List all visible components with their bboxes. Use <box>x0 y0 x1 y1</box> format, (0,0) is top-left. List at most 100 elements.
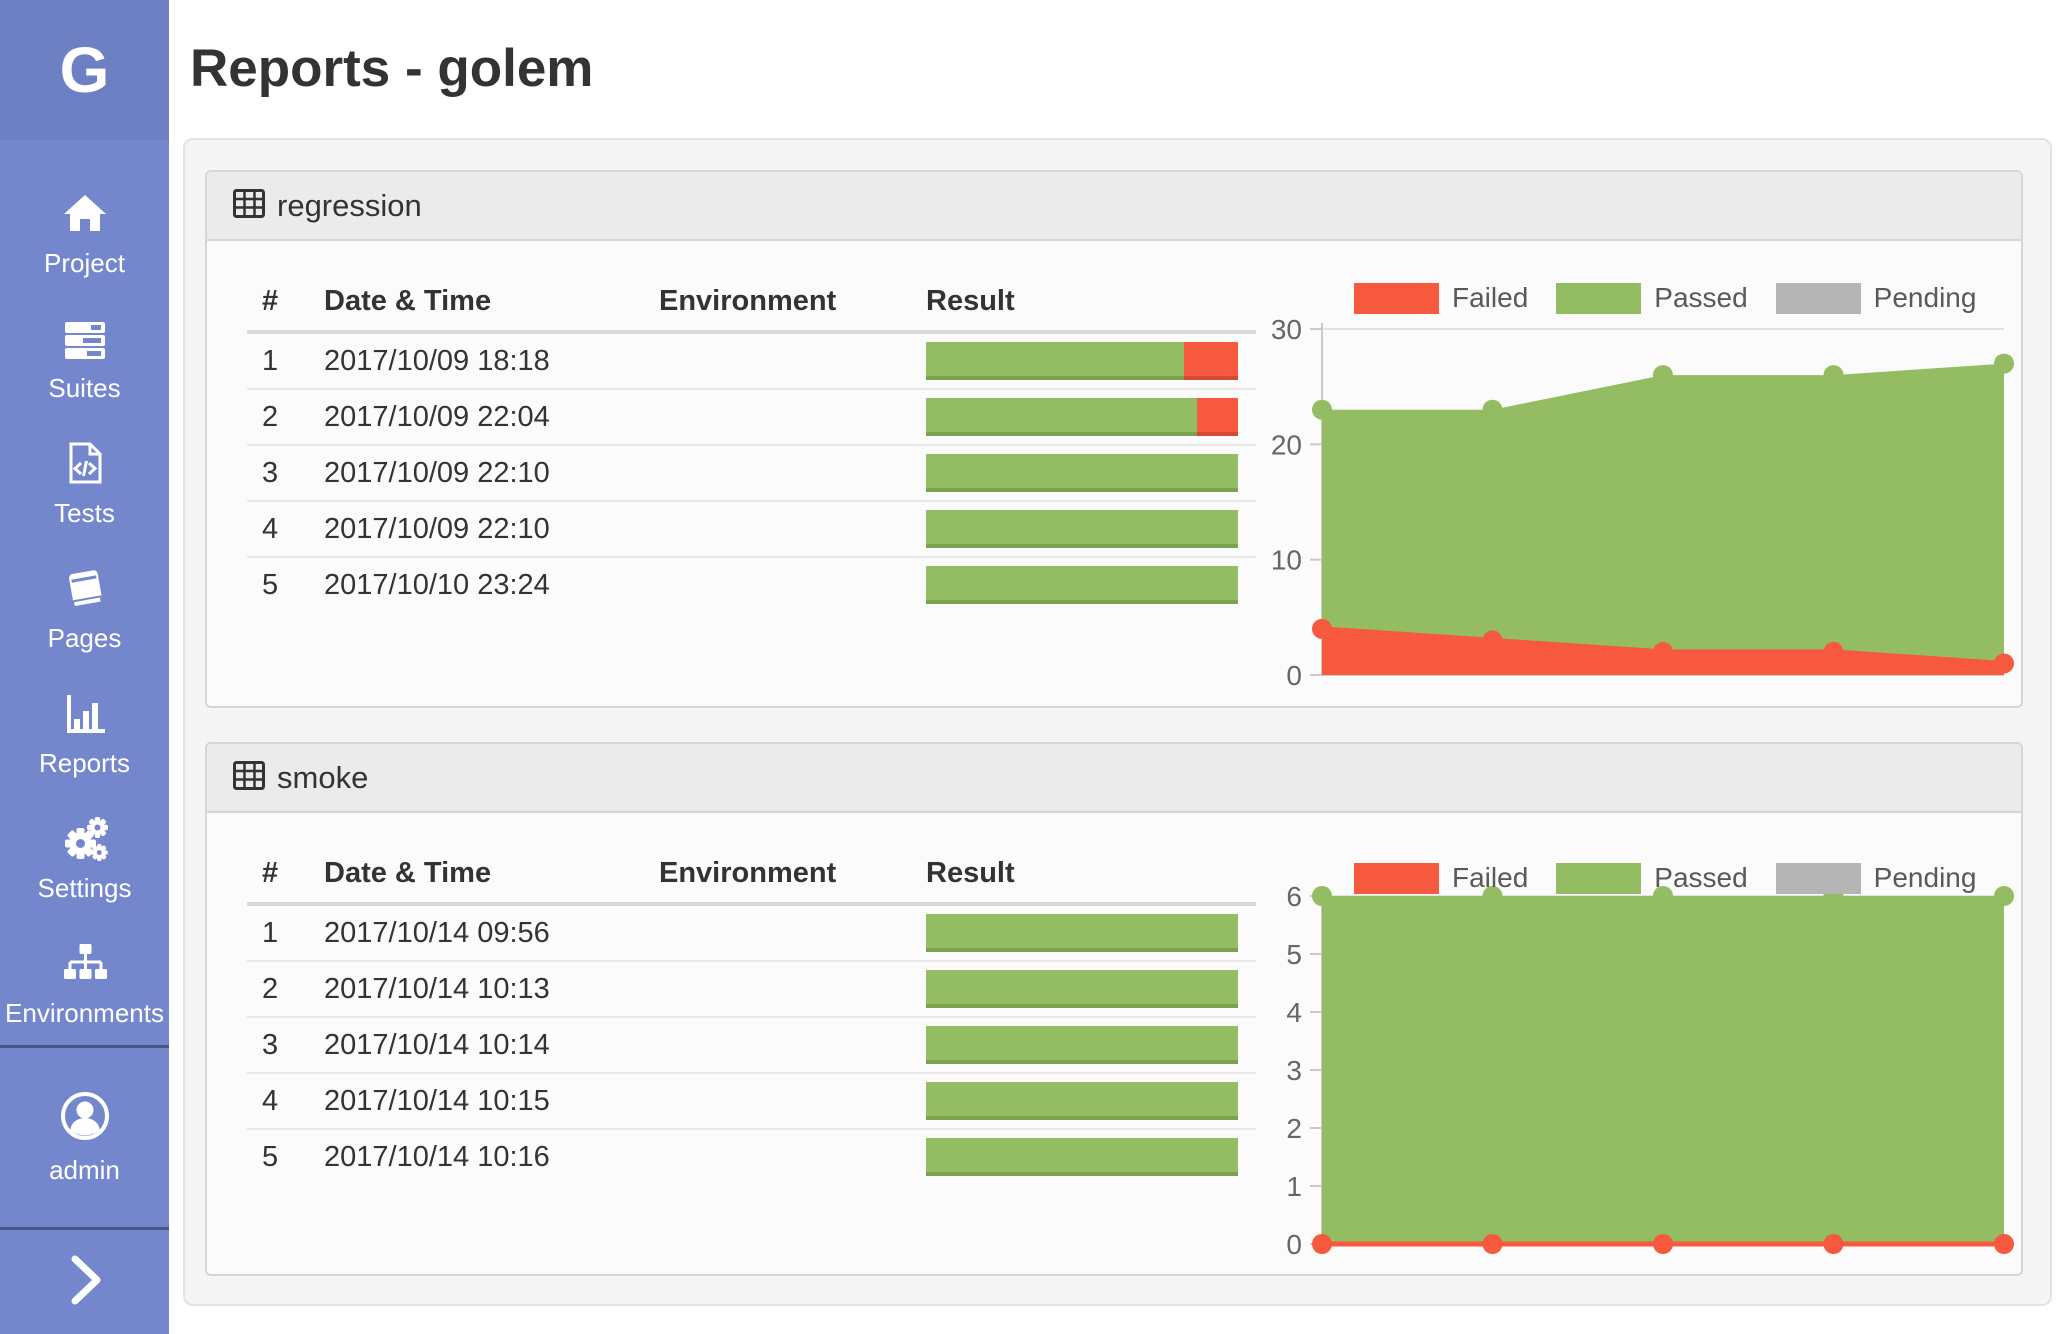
smoke-chart: Failed Passed Pending 0 1 2 3 4 5 6 <box>1249 849 2021 1274</box>
chart-legend: Failed Passed Pending <box>1354 282 2004 314</box>
row-environment <box>659 500 926 557</box>
result-bar <box>926 566 1238 604</box>
home-icon <box>62 190 108 241</box>
area-chart-canvas: 0 10 20 30 <box>1271 314 2014 691</box>
col-header-num: # <box>247 272 324 334</box>
panel-regression: regression # Date & Time Environment Res… <box>205 170 2023 708</box>
panel-title: smoke <box>277 759 369 795</box>
row-datetime[interactable]: 2017/10/09 18:18 <box>324 344 550 377</box>
app-logo-letter: G <box>59 34 110 106</box>
sidebar-item-label: Reports <box>38 747 131 778</box>
row-environment <box>659 332 926 389</box>
table-row[interactable]: 2 2017/10/09 22:04 <box>247 388 1256 445</box>
svg-text:2: 2 <box>1286 1113 1302 1144</box>
row-num: 1 <box>262 916 279 949</box>
table-row[interactable]: 4 2017/10/14 10:15 <box>247 1072 1256 1129</box>
table-row[interactable]: 1 2017/10/09 18:18 <box>247 332 1256 389</box>
table-row[interactable]: 5 2017/10/14 10:16 <box>247 1128 1256 1184</box>
sitemap-icon <box>62 940 108 991</box>
col-header-datetime: Date & Time <box>324 844 659 906</box>
col-header-result: Result <box>926 844 1256 906</box>
row-environment <box>659 556 926 612</box>
passed-legend-label: Passed <box>1654 862 1748 893</box>
sidebar-item-admin[interactable]: admin <box>0 1048 169 1227</box>
row-datetime[interactable]: 2017/10/14 09:56 <box>324 916 550 949</box>
result-bar <box>926 970 1238 1008</box>
failed-legend-swatch <box>1354 862 1439 894</box>
svg-text:1: 1 <box>1286 1171 1302 1202</box>
sidebar-item-label: Pages <box>47 622 122 653</box>
regression-chart: Failed Passed Pending 0 10 20 30 <box>1249 269 2021 706</box>
sidebar-item-suites[interactable]: Suites <box>0 295 169 420</box>
sidebar-item-pages[interactable]: Pages <box>0 545 169 670</box>
passed-legend-swatch <box>1556 282 1642 314</box>
row-datetime[interactable]: 2017/10/10 23:24 <box>324 556 659 612</box>
chevron-right-icon <box>61 1250 109 1315</box>
sidebar-item-tests[interactable]: Tests <box>0 420 169 545</box>
tasks-icon <box>62 315 108 366</box>
row-environment <box>659 444 926 501</box>
row-num: 2 <box>247 960 324 1017</box>
svg-text:3: 3 <box>1286 1055 1302 1086</box>
table-row[interactable]: 3 2017/10/09 22:10 <box>247 444 1256 501</box>
row-datetime[interactable]: 2017/10/14 10:15 <box>324 1072 659 1129</box>
chart-legend: Failed Passed Pending <box>1354 862 2004 894</box>
table-row[interactable]: 3 2017/10/14 10:14 <box>247 1016 1256 1073</box>
svg-text:0: 0 <box>1286 660 1302 691</box>
col-header-num: # <box>247 844 324 906</box>
sidebar-collapse-button[interactable] <box>0 1230 169 1334</box>
row-datetime[interactable]: 2017/10/09 22:10 <box>324 444 659 501</box>
result-bar <box>926 1138 1238 1176</box>
col-header-datetime: Date & Time <box>324 272 659 334</box>
pending-legend-swatch <box>1775 862 1861 894</box>
sidebar-item-settings[interactable]: Settings <box>0 795 169 920</box>
row-datetime[interactable]: 2017/10/14 10:13 <box>324 960 659 1017</box>
table-grid-icon <box>233 188 265 223</box>
sidebar-item-reports[interactable]: Reports <box>0 670 169 795</box>
panel-smoke-header[interactable]: smoke <box>207 744 2021 813</box>
table-header-row: # Date & Time Environment Result <box>247 272 1256 334</box>
pending-legend-label: Pending <box>1873 282 1977 313</box>
pending-legend-swatch <box>1775 282 1861 314</box>
failed-legend-label: Failed <box>1452 282 1529 313</box>
table-row[interactable]: 5 2017/10/10 23:24 <box>247 556 1256 612</box>
row-num: 3 <box>247 444 324 501</box>
failed-legend-label: Failed <box>1452 862 1529 893</box>
panel-title: regression <box>277 187 422 223</box>
sidebar-nav: Project Suites <box>0 170 169 1045</box>
result-bar <box>926 914 1238 952</box>
result-bar <box>926 510 1238 548</box>
sidebar-item-label: Tests <box>54 497 115 528</box>
result-bar <box>926 454 1238 492</box>
sidebar-item-label: Suites <box>48 372 121 403</box>
row-environment <box>659 1016 926 1073</box>
row-num: 5 <box>247 556 324 612</box>
gears-icon <box>62 815 108 866</box>
svg-text:30: 30 <box>1271 314 1302 345</box>
book-icon <box>62 565 108 616</box>
svg-text:5: 5 <box>1286 939 1302 970</box>
table-row[interactable]: 1 2017/10/14 09:56 <box>247 904 1256 961</box>
sidebar-item-project[interactable]: Project <box>0 170 169 295</box>
row-num: 4 <box>247 500 324 557</box>
result-bar <box>926 342 1238 380</box>
sidebar-divider <box>0 1227 169 1230</box>
table-row[interactable]: 2 2017/10/14 10:13 <box>247 960 1256 1017</box>
row-datetime[interactable]: 2017/10/14 10:14 <box>324 1016 659 1073</box>
svg-text:10: 10 <box>1271 545 1302 576</box>
row-datetime[interactable]: 2017/10/09 22:04 <box>324 388 659 445</box>
table-row[interactable]: 4 2017/10/09 22:10 <box>247 500 1256 557</box>
panel-regression-header[interactable]: regression <box>207 172 2021 241</box>
executions-table: # Date & Time Environment Result 1 2017/… <box>247 844 1256 1184</box>
row-datetime[interactable]: 2017/10/09 22:10 <box>324 500 659 557</box>
row-datetime[interactable]: 2017/10/14 10:16 <box>324 1128 659 1184</box>
result-bar <box>926 1026 1238 1064</box>
col-header-result: Result <box>926 272 1256 334</box>
app-logo[interactable]: G <box>0 0 169 140</box>
file-code-icon <box>62 440 108 491</box>
sidebar: G Project Suites <box>0 0 169 1334</box>
sidebar-item-environments[interactable]: Environments <box>0 920 169 1045</box>
row-environment <box>659 960 926 1017</box>
row-num: 4 <box>247 1072 324 1129</box>
result-bar <box>926 398 1238 436</box>
